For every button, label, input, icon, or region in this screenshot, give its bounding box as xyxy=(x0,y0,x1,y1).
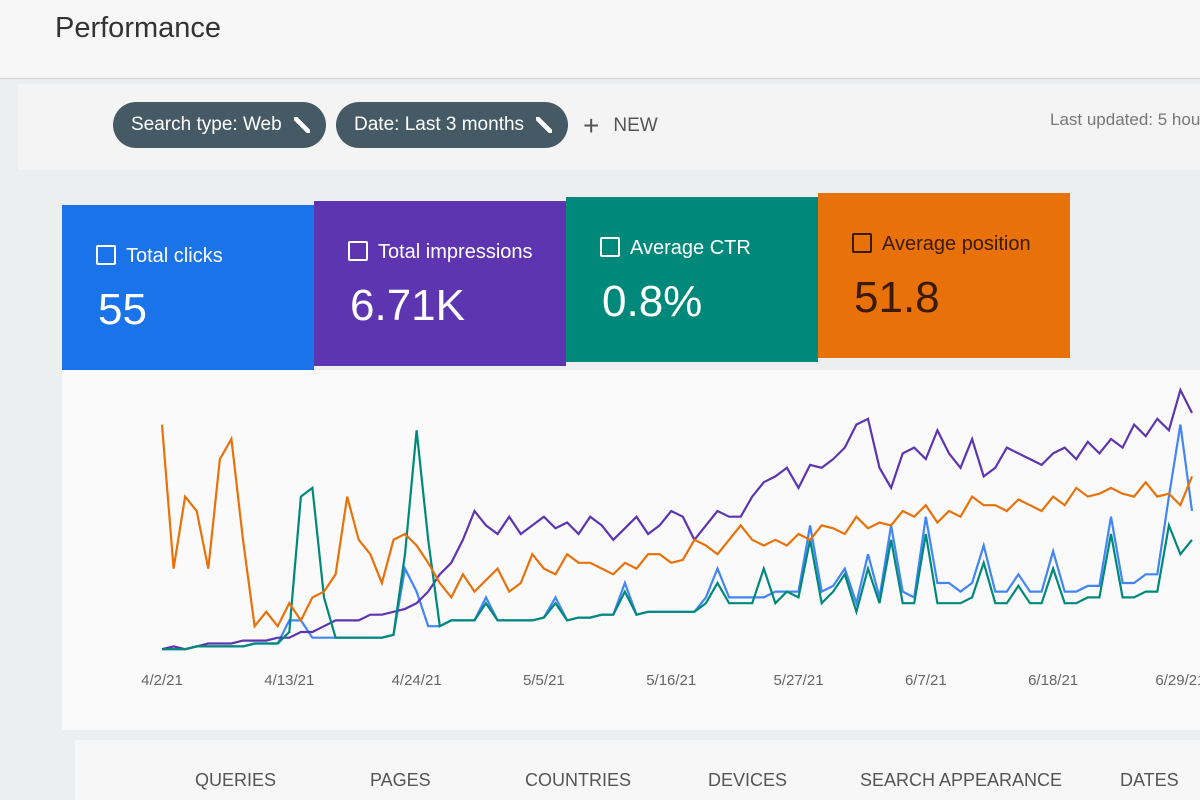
page-title: Performance xyxy=(55,12,222,44)
filter-bar: Search type: Web Date: Last 3 months + NE… xyxy=(18,84,1200,170)
tab[interactable]: COUNTRIES xyxy=(525,770,632,790)
metric-name: Total clicks xyxy=(96,245,223,268)
new-filter-button[interactable]: + NEW xyxy=(583,110,658,141)
tab[interactable]: QUERIES xyxy=(195,770,277,790)
filter-chip[interactable]: Date: Last 3 months xyxy=(336,102,569,148)
x-tick-label: 6/29/21 xyxy=(1155,672,1200,689)
x-tick-label: 5/27/21 xyxy=(773,672,823,689)
metric-card[interactable]: Total clicks 55 xyxy=(62,205,314,370)
metric-cards: Total clicks 55 Total impressions 6.71K Aver… xyxy=(62,193,1070,370)
x-tick-label: 6/7/21 xyxy=(905,672,947,689)
chart: 4/2/21 4/13/21 4/24/21 5/5/21 5/16/21 5/27/21… xyxy=(141,386,1200,689)
x-tick-label: 5/16/21 xyxy=(646,672,696,689)
tab[interactable]: SEARCH APPEARANCE xyxy=(860,770,1063,790)
chart-panel: 4/2/21 4/13/21 4/24/21 5/5/21 5/16/21 5/27/21… xyxy=(62,370,1200,730)
tab[interactable]: DATES xyxy=(1120,770,1179,790)
last-updated: Last updated: 5 hours ago xyxy=(1050,110,1200,129)
metric-value: 51.8 xyxy=(854,273,940,322)
metric-value: 0.8% xyxy=(602,277,703,326)
series-line xyxy=(162,430,1193,651)
new-label: NEW xyxy=(613,115,658,136)
x-tick-label: 5/5/21 xyxy=(523,672,565,689)
metric-value: 6.71K xyxy=(350,281,465,330)
tab[interactable]: DEVICES xyxy=(708,770,788,790)
metric-name: Average position xyxy=(852,233,1031,256)
metric-name: Total impressions xyxy=(348,241,533,264)
metric-value: 55 xyxy=(98,285,147,334)
x-tick-label: 6/18/21 xyxy=(1028,672,1078,689)
series-line xyxy=(160,424,1194,629)
x-tick-label: 4/24/21 xyxy=(392,672,442,689)
metric-name: Average CTR xyxy=(600,237,751,260)
series-line xyxy=(161,386,1193,651)
metric-card[interactable]: Total impressions 6.71K xyxy=(314,201,566,366)
header: Performance xyxy=(0,0,1200,79)
filter-chip[interactable]: Search type: Web xyxy=(113,102,326,148)
metric-card[interactable]: Average position 51.8 xyxy=(818,193,1070,358)
tab[interactable]: PAGES xyxy=(370,770,431,790)
tabs: QUERIES PAGES COUNTRIES DEVICES SEARCH APPEA… xyxy=(75,740,1200,800)
metric-card[interactable]: Average CTR 0.8% xyxy=(566,197,818,362)
x-tick-label: 4/2/21 xyxy=(141,672,183,689)
x-tick-label: 4/13/21 xyxy=(264,672,314,689)
